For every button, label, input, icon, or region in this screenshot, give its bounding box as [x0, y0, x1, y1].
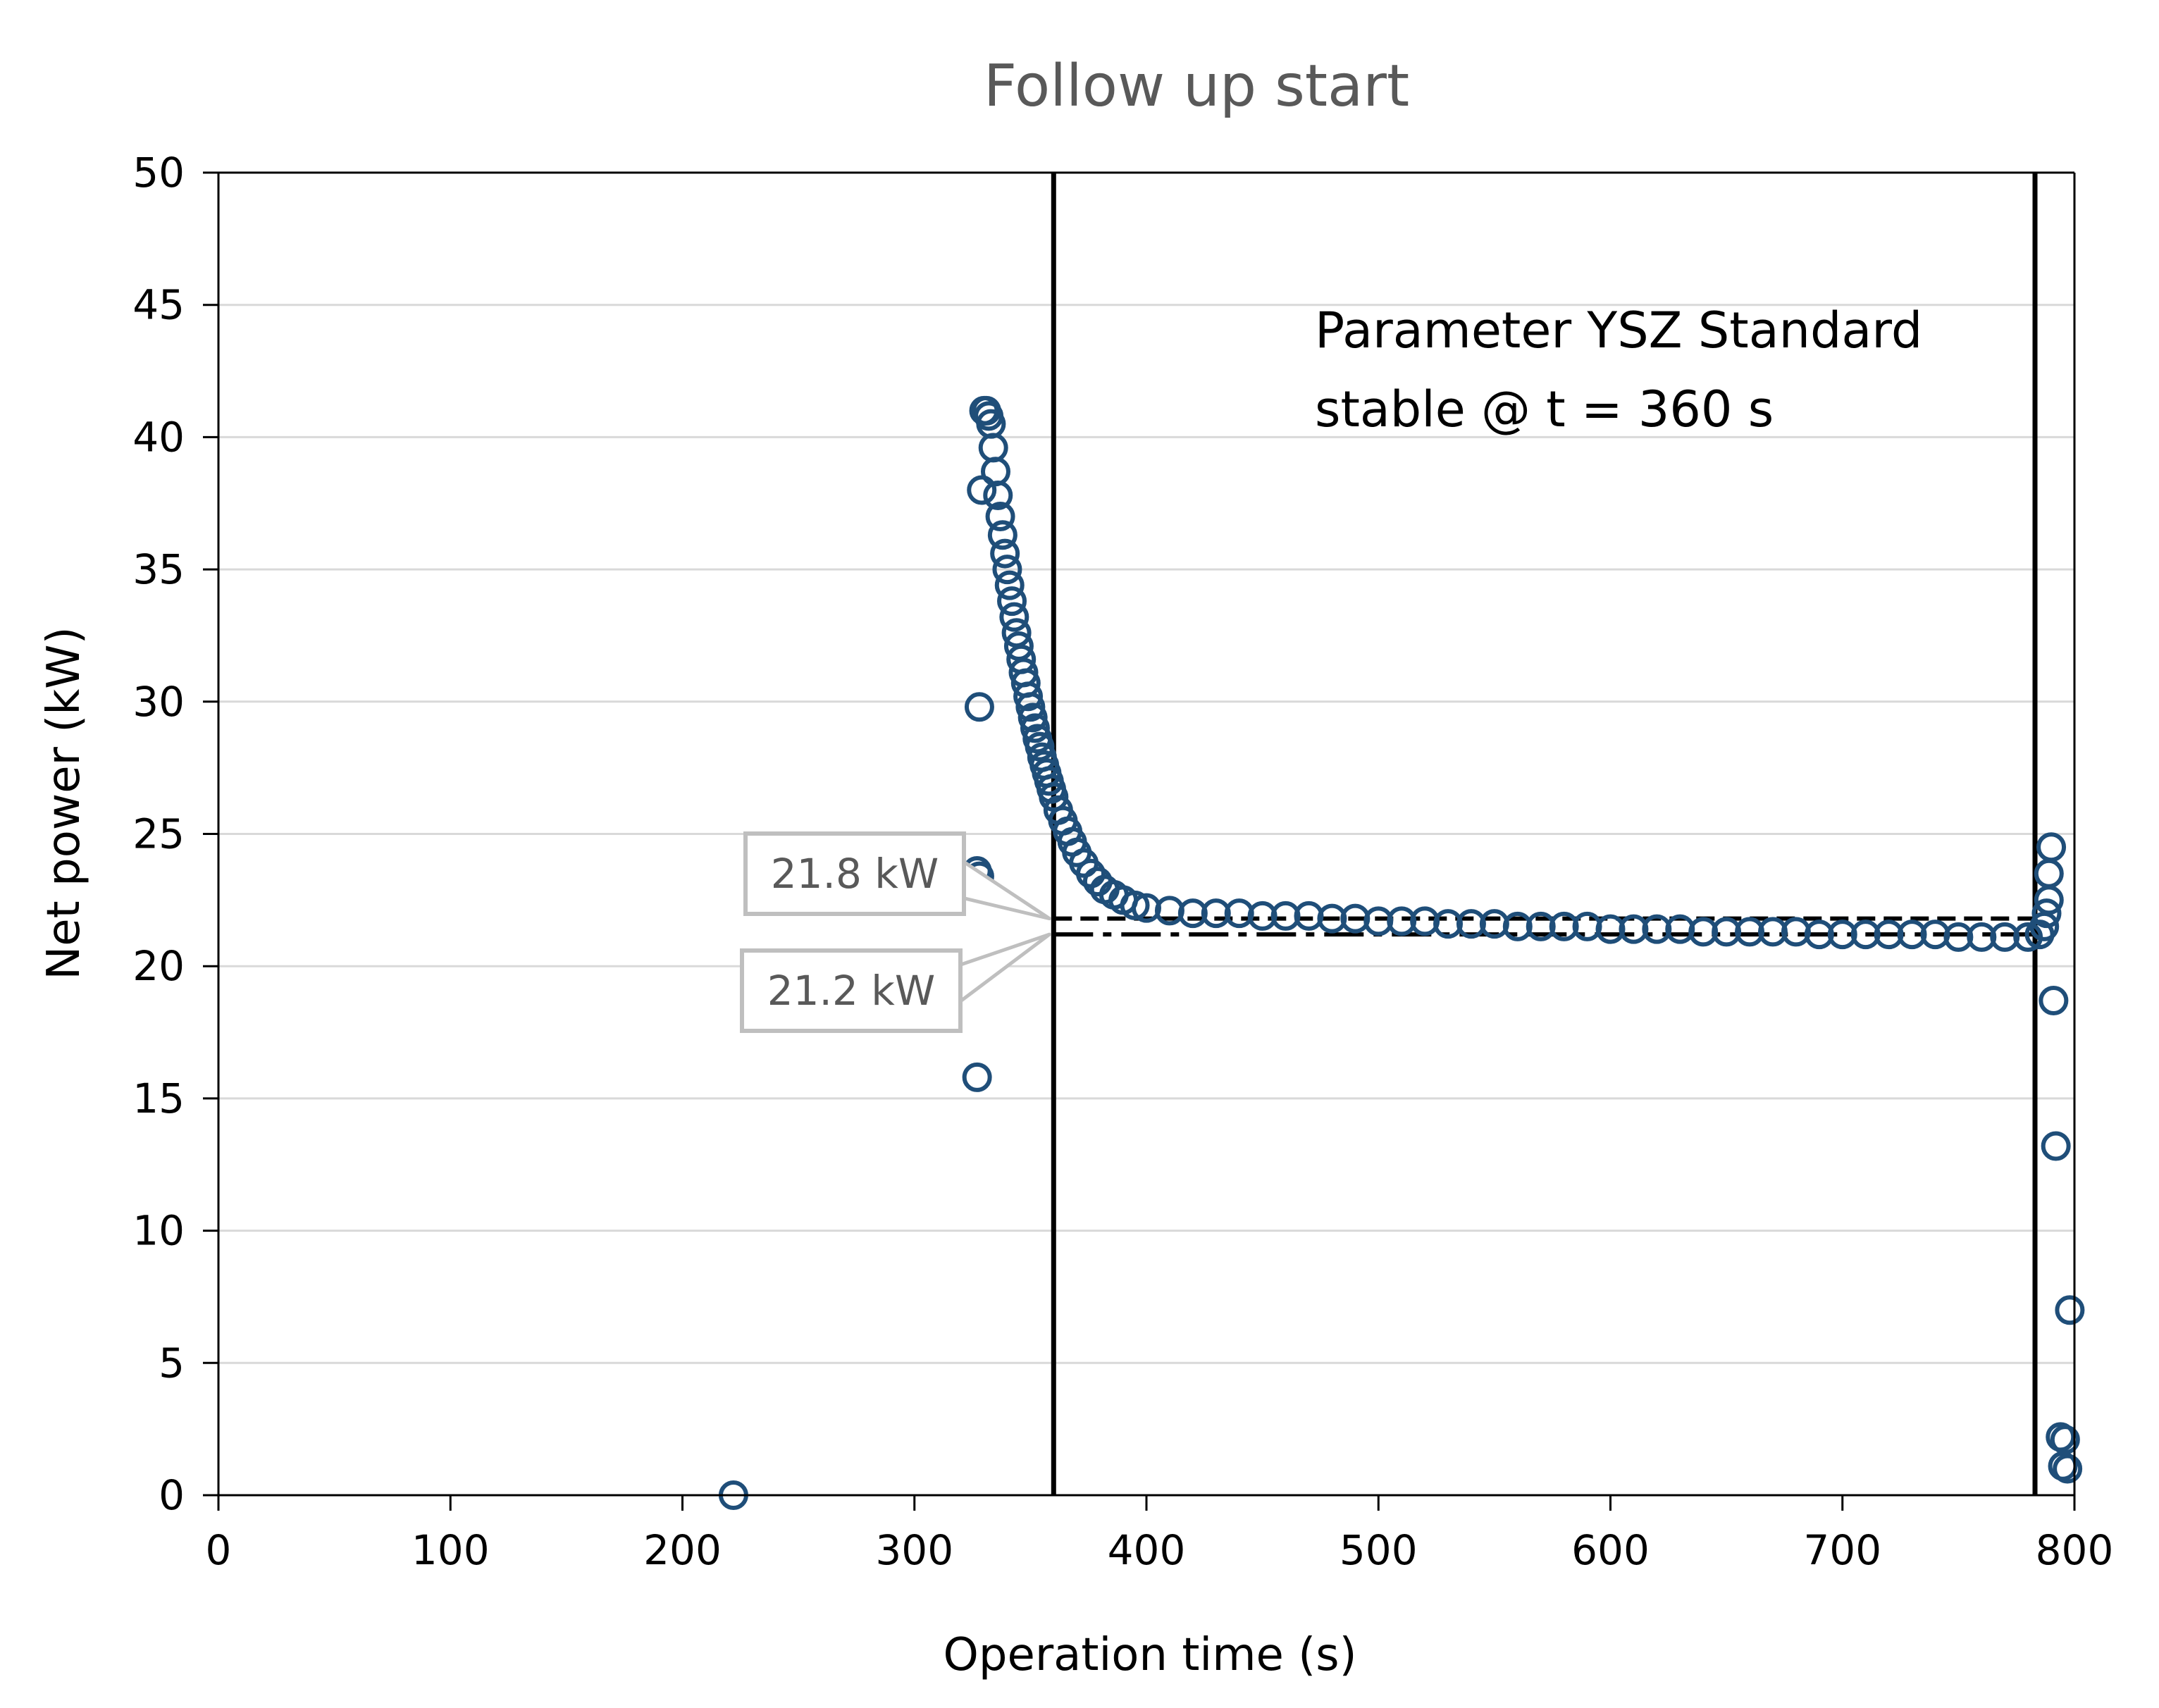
- data-point-86: [1990, 922, 2020, 952]
- data-point-70: [1619, 914, 1649, 944]
- y-tick-label-25: 25: [132, 810, 185, 858]
- data-point-71: [1642, 914, 1672, 944]
- data-point-93: [2036, 832, 2067, 862]
- x-tick-label-300: 300: [875, 1526, 953, 1574]
- data-point-75: [1735, 917, 1765, 947]
- y-tick-label-45: 45: [132, 281, 185, 329]
- data-point-84: [1943, 922, 1974, 952]
- y-tick-label-30: 30: [132, 678, 185, 726]
- data-point-66: [1526, 911, 1556, 941]
- x-tick-label-600: 600: [1571, 1526, 1650, 1574]
- chart-title: Follow up start: [984, 53, 1409, 120]
- data-point-54: [1247, 901, 1278, 931]
- data-point-19: [999, 602, 1029, 632]
- data-point-82: [1897, 920, 1927, 950]
- data-point-62: [1433, 909, 1464, 939]
- data-point-25: [1013, 681, 1044, 712]
- data-point-63: [1456, 909, 1486, 939]
- y-tick-label-20: 20: [132, 942, 185, 990]
- x-axis-title: Operation time (s): [943, 1629, 1356, 1681]
- x-tick-label-400: 400: [1108, 1526, 1186, 1574]
- callout-0: 21.8 kW: [743, 831, 1051, 921]
- data-point-44: [1082, 867, 1113, 897]
- data-point-95: [2041, 1131, 2071, 1161]
- data-point-10: [978, 433, 1008, 463]
- data-point-11: [980, 457, 1010, 487]
- data-point-79: [1827, 920, 1857, 950]
- data-point-16: [992, 555, 1022, 585]
- data-point-30: [1025, 731, 1055, 762]
- callout-box-0: [743, 831, 966, 916]
- y-tick-label-15: 15: [132, 1075, 185, 1122]
- data-point-51: [1177, 898, 1208, 929]
- data-point-90: [2031, 898, 2062, 929]
- annotation-line-2: stable @ t = 360 s: [1315, 380, 1774, 438]
- data-point-12: [983, 480, 1013, 510]
- y-tick-label-5: 5: [159, 1339, 185, 1387]
- data-point-85: [1967, 922, 1997, 952]
- data-point-14: [987, 520, 1017, 550]
- data-point-65: [1502, 911, 1533, 941]
- x-tick-label-0: 0: [206, 1526, 232, 1574]
- data-points: [718, 395, 2085, 1510]
- data-point-17: [994, 570, 1025, 600]
- data-point-15: [990, 538, 1020, 569]
- data-point-74: [1712, 917, 1742, 947]
- callout-label-0: 21.8 kW: [771, 850, 939, 898]
- y-axis-title: Net power (kW): [38, 626, 90, 979]
- data-point-27: [1017, 703, 1048, 733]
- data-point-48: [1120, 890, 1150, 920]
- y-tick-label-50: 50: [132, 149, 185, 197]
- y-tick-label-10: 10: [132, 1207, 185, 1255]
- data-point-60: [1387, 906, 1417, 936]
- data-point-73: [1688, 917, 1719, 947]
- x-tick-label-700: 700: [1803, 1526, 1881, 1574]
- callout-1: 21.2 kW: [740, 932, 1051, 1033]
- data-point-52: [1201, 898, 1231, 929]
- data-point-1: [962, 1062, 992, 1092]
- data-point-100: [2055, 1295, 2085, 1325]
- data-point-78: [1804, 920, 1834, 950]
- data-point-81: [1874, 920, 1904, 950]
- data-point-26: [1015, 692, 1046, 722]
- value-callouts: 21.8 kW 21.2 kW: [740, 831, 1051, 1033]
- data-point-18: [997, 586, 1027, 617]
- data-point-69: [1595, 914, 1626, 944]
- data-point-94: [2039, 986, 2069, 1016]
- x-tick-label-500: 500: [1340, 1526, 1418, 1574]
- callout-label-1: 21.2 kW: [767, 967, 936, 1015]
- data-point-99: [2053, 1454, 2083, 1484]
- axes: [203, 171, 2076, 1511]
- x-tick-label-100: 100: [412, 1526, 490, 1574]
- data-point-28: [1020, 713, 1050, 743]
- data-point-67: [1549, 911, 1579, 941]
- data-point-76: [1757, 917, 1788, 947]
- y-tick-label-35: 35: [132, 545, 185, 593]
- data-point-59: [1363, 906, 1394, 936]
- data-point-92: [2034, 858, 2064, 889]
- x-tick-label-200: 200: [643, 1526, 722, 1574]
- data-point-57: [1317, 903, 1347, 934]
- data-point-5: [967, 475, 997, 505]
- data-point-80: [1850, 920, 1881, 950]
- y-tick-label-40: 40: [132, 413, 185, 461]
- callout-box-1: [740, 948, 963, 1033]
- data-point-3: [964, 692, 994, 722]
- annotation-line-1: Parameter YSZ Standard: [1315, 302, 1922, 359]
- data-point-55: [1270, 901, 1301, 931]
- x-tick-label-800: 800: [2036, 1526, 2114, 1574]
- y-tick-label-0: 0: [159, 1471, 185, 1519]
- data-point-13: [985, 502, 1015, 532]
- data-point-98: [2050, 1425, 2080, 1455]
